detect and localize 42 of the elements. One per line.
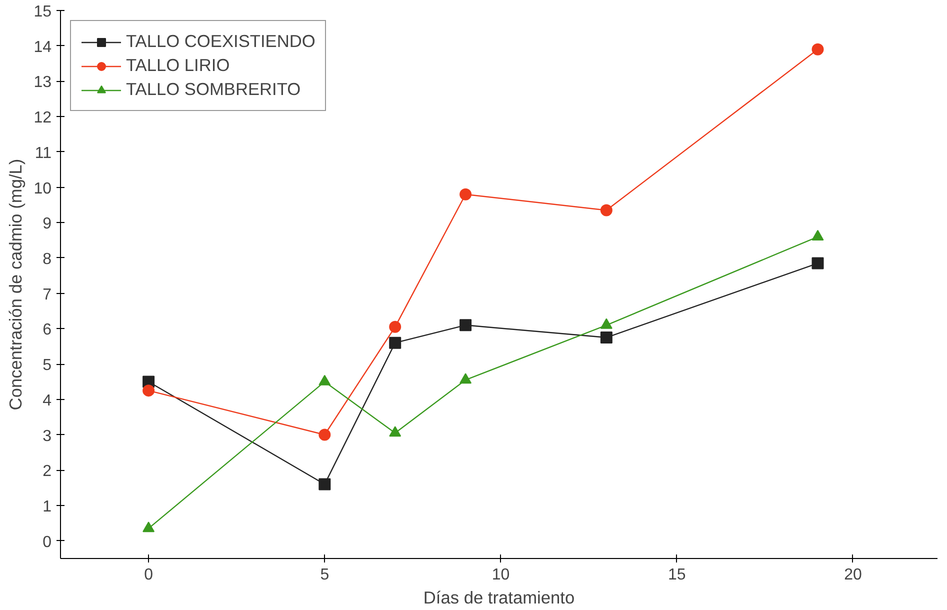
x-tick-label: 5: [320, 566, 330, 584]
point: [812, 257, 824, 270]
y-tick-label: 5: [42, 357, 52, 374]
point: [318, 478, 331, 490]
point: [600, 318, 612, 329]
y-tick-label: 11: [34, 144, 52, 162]
y-tick-label: 2: [42, 463, 52, 480]
x-tick-label: 15: [668, 566, 686, 584]
y-tick-label: 3: [42, 428, 52, 445]
y-tick-label: 0: [42, 534, 52, 551]
point: [460, 188, 472, 200]
x-tick-label: 20: [844, 566, 862, 584]
point: [460, 373, 472, 384]
y-tick-label: 6: [42, 322, 52, 339]
point: [600, 204, 612, 216]
point: [142, 384, 155, 397]
y-tick-label: 13: [34, 74, 52, 92]
x-tick-label: 0: [144, 566, 154, 584]
legend-label: TALLO LIRIO: [126, 55, 230, 76]
point: [318, 374, 331, 386]
y-tick-label: 8: [42, 250, 52, 268]
point: [318, 428, 331, 441]
y-tick-label: 10: [34, 180, 52, 198]
legend-label: TALLO SOMBRERITO: [126, 79, 301, 100]
y-tick-label: 15: [34, 4, 52, 20]
y-tick-label: 4: [42, 392, 52, 410]
y-tick-label: 9: [42, 216, 52, 233]
point: [389, 426, 402, 437]
y-tick-label: 7: [42, 286, 52, 304]
point: [460, 319, 472, 332]
point: [600, 332, 612, 344]
y-tick-label: 12: [34, 110, 52, 127]
y-tick-label: 14: [34, 38, 52, 56]
point: [389, 320, 402, 333]
x-tick-label: 10: [492, 566, 510, 584]
y-tick-label: 1: [42, 498, 52, 516]
point: [389, 336, 402, 349]
point: [142, 522, 155, 532]
legend-label: TALLO COEXISTIENDO: [126, 31, 316, 52]
point: [812, 43, 824, 56]
y-axis-title: Concentración de cadmio (mg/L): [6, 158, 26, 410]
x-axis-title: Días de tratamiento: [423, 588, 575, 608]
